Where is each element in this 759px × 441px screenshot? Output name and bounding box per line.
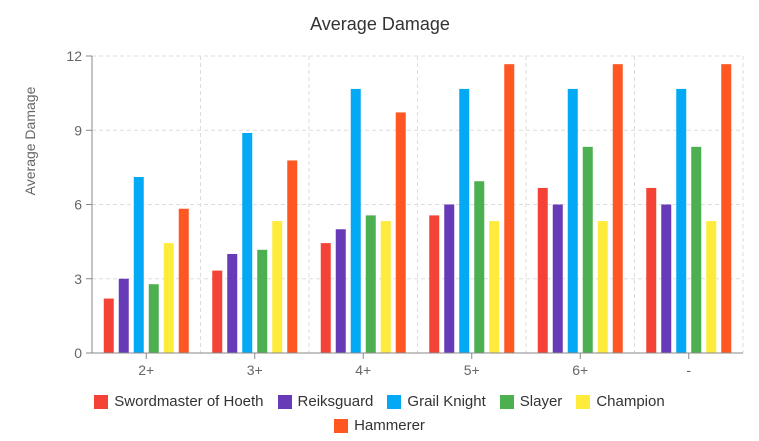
y-tick-label: 6 [74,197,82,213]
bar-swordmaster-of-hoeth-4 [537,187,548,353]
chart-title: Average Damage [310,14,450,34]
bar-slayer-2 [365,215,376,353]
x-tick-label: 2+ [138,362,154,378]
legend-item-slayer[interactable]: Slayer [499,390,563,414]
x-tick-label: 5+ [464,362,480,378]
legend-item-champion[interactable]: Champion [576,390,665,414]
bar-slayer-1 [257,249,268,353]
legend-swatch [277,395,292,409]
y-tick-label: 3 [74,271,82,287]
bar-hammerer-3 [504,64,515,353]
legend-label: Hammerer [354,417,425,434]
bar-grail-knight-3 [459,88,470,353]
legend-row: Swordmaster of Hoeth Reiksguard Grail Knig… [0,390,759,414]
y-tick-label: 9 [74,122,82,138]
legend-item-hammerer[interactable]: Hammerer [334,414,425,438]
bar-slayer-3 [474,181,485,353]
legend-label: Swordmaster of Hoeth [114,393,264,410]
legend-label: Slayer [519,393,563,410]
bar-hammerer-4 [612,64,623,353]
bar-swordmaster-of-hoeth-0 [103,298,114,353]
legend-label: Grail Knight [407,393,486,410]
bar-champion-0 [163,243,174,353]
bar-grail-knight-4 [567,88,578,353]
bar-swordmaster-of-hoeth-2 [320,243,331,353]
legend-item-grail-knight[interactable]: Grail Knight [387,390,486,414]
bar-reiksguard-1 [227,254,238,353]
y-tick-label: 12 [66,48,82,64]
bar-reiksguard-4 [552,204,563,353]
bar-champion-3 [489,221,500,353]
bar-hammerer-0 [178,208,189,353]
x-tick-label: 3+ [247,362,263,378]
legend-row: Hammerer [0,414,759,438]
legend-label: Reiksguard [297,393,374,410]
legend-swatch [94,395,109,409]
bar-swordmaster-of-hoeth-1 [212,270,223,353]
bar-swordmaster-of-hoeth-3 [429,215,440,353]
x-tick-label: 4+ [355,362,371,378]
bar-grail-knight-5 [676,88,687,353]
bars-group [103,64,732,354]
chart-legend: Swordmaster of Hoeth Reiksguard Grail Knig… [0,390,759,438]
bar-reiksguard-2 [335,229,346,353]
bar-grail-knight-0 [133,177,144,353]
bar-champion-4 [597,221,608,353]
x-tick-label: 6+ [572,362,588,378]
bar-reiksguard-3 [444,204,455,353]
bar-reiksguard-5 [661,204,672,353]
legend-item-reiksguard[interactable]: Reiksguard [277,390,374,414]
legend-label: Champion [596,393,665,410]
bar-reiksguard-0 [118,278,129,353]
legend-swatch [499,395,514,409]
axes: 0 3 6 9 12 2+ 3+ 4+ 5+ 6+ - [66,48,743,378]
grid-lines [91,55,744,353]
legend-swatch [576,395,591,409]
bar-hammerer-5 [721,64,732,353]
bar-hammerer-2 [395,112,406,354]
bar-champion-1 [272,221,283,353]
y-tick-label: 0 [74,345,82,361]
bar-grail-knight-2 [350,88,361,353]
bar-grail-knight-1 [242,132,253,353]
bar-champion-2 [380,221,391,353]
legend-item-swordmaster-of-hoeth[interactable]: Swordmaster of Hoeth [94,390,264,414]
bar-slayer-4 [582,146,593,353]
bar-chart: Average Damage Average Damage 0 3 6 9 12 2+ 3+… [22,14,744,378]
legend-swatch [334,419,349,433]
bar-slayer-0 [148,284,159,353]
bar-slayer-5 [691,146,702,353]
x-tick-label: - [686,362,691,378]
bar-hammerer-1 [287,160,298,353]
bar-champion-5 [706,221,717,353]
bar-swordmaster-of-hoeth-5 [646,187,657,353]
y-axis-label: Average Damage [22,86,38,195]
legend-swatch [387,395,402,409]
